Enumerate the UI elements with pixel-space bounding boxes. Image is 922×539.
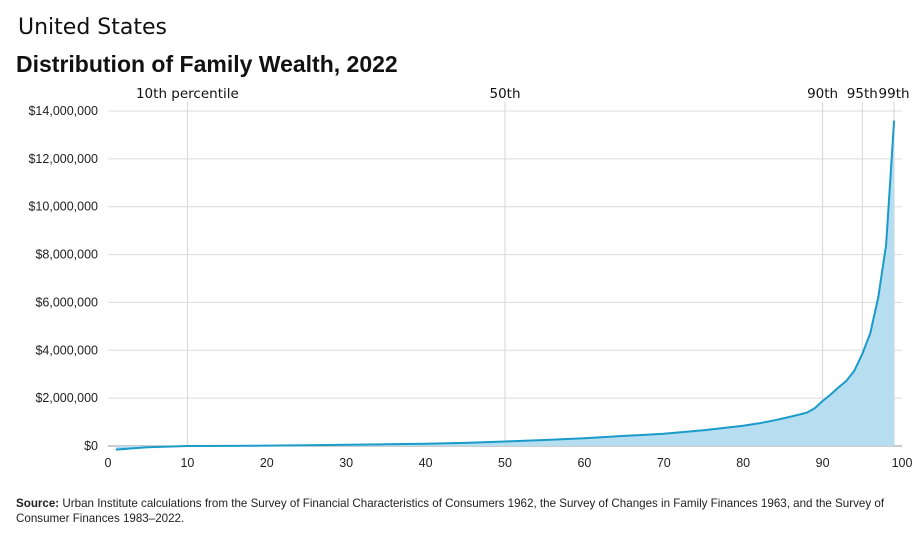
chart-title: Distribution of Family Wealth, 2022: [16, 51, 398, 77]
x-tick-label: 80: [736, 456, 750, 470]
y-axis-tick-labels: $0 $2,000,000 $4,000,000 $6,000,000 $8,000,0…: [28, 104, 98, 453]
x-tick-label: 70: [657, 456, 671, 470]
x-tick-label: 20: [260, 456, 274, 470]
percentile-label: 50th: [489, 86, 520, 102]
y-tick-label: $12,000,000: [28, 152, 98, 166]
series-area: [115, 120, 896, 451]
y-tick-label: $10,000,000: [28, 200, 98, 214]
x-tick-label: 0: [105, 456, 112, 470]
source-note: Source: Urban Institute calculations fro…: [16, 496, 916, 526]
y-tick-label: $6,000,000: [35, 295, 98, 309]
chart-subtitle: United States: [18, 15, 167, 40]
y-tick-label: $0: [84, 439, 98, 453]
percentile-label: 99th: [879, 86, 910, 102]
wealth-area-fill: [115, 120, 895, 450]
percentile-label: 90th: [807, 86, 838, 102]
x-tick-label: 10: [180, 456, 194, 470]
y-tick-label: $4,000,000: [35, 343, 98, 357]
percentile-label: 10th percentile: [136, 86, 239, 102]
y-tick-label: $2,000,000: [35, 391, 98, 405]
y-tick-label: $8,000,000: [35, 248, 98, 262]
x-axis-tick-labels: 0 10 20 30 40 50 60 70 80 90 100: [105, 456, 913, 470]
percentile-reference-lines: [186, 102, 895, 446]
x-tick-label: 100: [892, 456, 913, 470]
wealth-line: [115, 120, 896, 451]
percentile-labels: 10th percentile 50th 90th 95th 99th: [136, 86, 910, 102]
x-tick-label: 50: [498, 456, 512, 470]
x-tick-label: 40: [419, 456, 433, 470]
source-text: Urban Institute calculations from the Su…: [16, 497, 885, 525]
source-label: Source:: [16, 497, 60, 510]
x-tick-label: 90: [816, 456, 830, 470]
x-tick-label: 30: [339, 456, 353, 470]
x-tick-label: 60: [577, 456, 591, 470]
percentile-label: 95th: [847, 86, 878, 102]
y-tick-label: $14,000,000: [28, 104, 98, 118]
